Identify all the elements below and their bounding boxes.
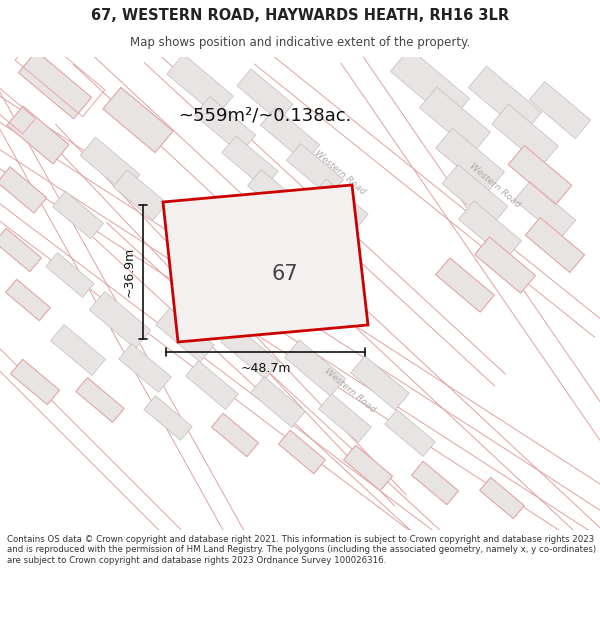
Polygon shape xyxy=(351,356,409,410)
Polygon shape xyxy=(11,359,59,405)
Polygon shape xyxy=(319,394,371,442)
Text: Western Road: Western Road xyxy=(313,148,367,196)
Polygon shape xyxy=(194,96,256,154)
Polygon shape xyxy=(5,279,50,321)
Polygon shape xyxy=(412,461,458,504)
Polygon shape xyxy=(52,191,104,239)
Text: ~36.9m: ~36.9m xyxy=(122,247,136,297)
Polygon shape xyxy=(221,325,279,379)
Polygon shape xyxy=(475,237,535,293)
Polygon shape xyxy=(119,344,172,392)
Polygon shape xyxy=(0,167,47,213)
Polygon shape xyxy=(0,228,41,272)
Text: ~48.7m: ~48.7m xyxy=(240,361,291,374)
Polygon shape xyxy=(344,445,392,491)
Polygon shape xyxy=(251,377,305,428)
Polygon shape xyxy=(156,308,214,362)
Polygon shape xyxy=(385,409,435,456)
Polygon shape xyxy=(526,217,584,272)
Polygon shape xyxy=(163,185,368,342)
Text: Western Road: Western Road xyxy=(323,366,377,414)
Polygon shape xyxy=(260,107,320,162)
Polygon shape xyxy=(76,378,124,423)
Polygon shape xyxy=(113,170,167,220)
Polygon shape xyxy=(391,49,470,121)
Polygon shape xyxy=(185,361,238,409)
Polygon shape xyxy=(248,169,302,221)
Text: Western Road: Western Road xyxy=(468,161,522,209)
Polygon shape xyxy=(222,136,278,188)
Text: 67: 67 xyxy=(272,264,299,284)
Polygon shape xyxy=(458,201,521,259)
Polygon shape xyxy=(286,144,344,196)
Polygon shape xyxy=(144,396,192,441)
Text: ~559m²/~0.138ac.: ~559m²/~0.138ac. xyxy=(178,106,352,124)
Polygon shape xyxy=(278,431,325,474)
Polygon shape xyxy=(529,81,590,139)
Polygon shape xyxy=(167,54,233,116)
Text: Map shows position and indicative extent of the property.: Map shows position and indicative extent… xyxy=(130,36,470,49)
Polygon shape xyxy=(80,137,140,193)
Polygon shape xyxy=(7,106,69,164)
Polygon shape xyxy=(436,258,494,312)
Polygon shape xyxy=(46,253,94,298)
Polygon shape xyxy=(436,128,505,192)
Polygon shape xyxy=(50,324,106,376)
Polygon shape xyxy=(19,51,92,119)
Polygon shape xyxy=(508,146,572,204)
Polygon shape xyxy=(212,413,259,457)
Text: 67, WESTERN ROAD, HAYWARDS HEATH, RH16 3LR: 67, WESTERN ROAD, HAYWARDS HEATH, RH16 3… xyxy=(91,9,509,24)
Polygon shape xyxy=(89,291,151,349)
Polygon shape xyxy=(237,69,293,121)
Polygon shape xyxy=(479,478,524,519)
Polygon shape xyxy=(514,181,575,239)
Polygon shape xyxy=(312,179,368,231)
Polygon shape xyxy=(442,164,508,226)
Polygon shape xyxy=(284,340,346,396)
Polygon shape xyxy=(103,88,173,152)
Polygon shape xyxy=(419,87,490,153)
Polygon shape xyxy=(469,66,542,134)
Polygon shape xyxy=(492,104,558,166)
Text: Contains OS data © Crown copyright and database right 2021. This information is : Contains OS data © Crown copyright and d… xyxy=(7,535,596,564)
